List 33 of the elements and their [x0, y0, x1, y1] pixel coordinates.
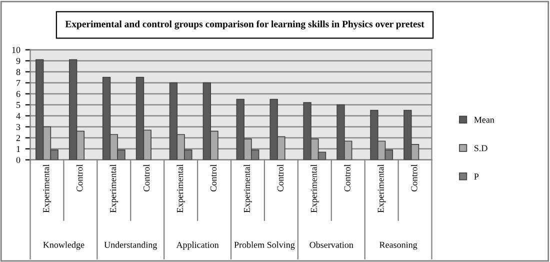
x-tick-label: Experimental — [176, 164, 185, 213]
y-tick-label: 3 — [16, 124, 20, 130]
text: Knowledge — [43, 242, 84, 250]
x-tick-label: Control — [410, 164, 418, 192]
legend-label: S.D — [474, 145, 488, 152]
text: Reasoning — [379, 242, 418, 250]
y-tick-label: 2 — [16, 134, 20, 141]
y-tick-label: 5 — [16, 102, 20, 108]
y-tick-label: 0 — [16, 156, 20, 164]
text: Application — [176, 242, 219, 250]
x-tick-label: Experimental — [310, 164, 319, 213]
x-tick-label: Control — [76, 164, 83, 192]
text: Observation — [310, 242, 354, 248]
x-tick-label: Control — [143, 164, 150, 192]
x-tick-label: Experimental — [244, 164, 252, 213]
y-tick-label: 4 — [16, 112, 20, 119]
x-tick-label: Experimental — [377, 164, 386, 213]
x-tick-label: Control — [210, 164, 217, 192]
y-tick-label: 1 — [16, 146, 20, 152]
text: Understanding — [104, 242, 158, 250]
y-tick-label: 6 — [16, 90, 20, 98]
legend-label: Mean — [474, 116, 494, 123]
y-tick-label: 8 — [16, 68, 20, 76]
chart-title: Experimental and control groups comparison for learning skills in Physics over pretest — [65, 20, 424, 30]
legend-label: P — [474, 174, 479, 180]
x-tick-label: Control — [344, 164, 350, 192]
x-tick-label: Experimental — [42, 164, 52, 213]
x-tick-label: Experimental — [110, 164, 118, 213]
x-tick-label: Control — [277, 164, 284, 192]
y-tick-label: 10 — [12, 46, 20, 53]
y-tick-label: 7 — [16, 80, 20, 86]
y-tick-label: 9 — [16, 58, 20, 64]
text: Problem Solving — [234, 242, 295, 250]
